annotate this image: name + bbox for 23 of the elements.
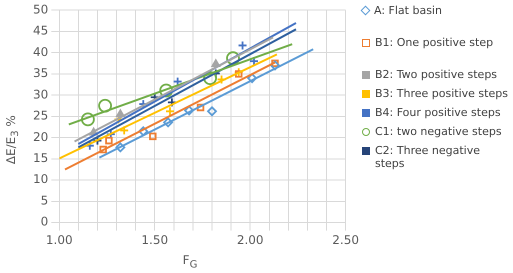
legend-label: B1: One positive step [375, 36, 494, 49]
y-tick-label: 25 [32, 108, 48, 123]
y-tick-label: 15 [32, 151, 48, 166]
y-tick-label: 0 [40, 214, 48, 229]
x-axis-title: F$_{G}$ [182, 252, 198, 270]
y-tick-label: 35 [32, 66, 48, 80]
x-tick-label: 1.50 [141, 232, 168, 247]
legend-label: A: Flat basin [374, 4, 442, 17]
y-tick-label: 10 [32, 172, 48, 186]
legend-label: B4: Four positive steps [375, 106, 501, 119]
y-tick-label: 5 [40, 193, 48, 208]
x-tick-label: 2.00 [236, 232, 264, 247]
y-tick-label: 45 [32, 24, 48, 38]
y-tick-label: 40 [32, 44, 48, 59]
y-tick-label: 50 [32, 2, 48, 16]
y-tick-label: 20 [32, 130, 48, 144]
legend-label: C2: Three negative steps [375, 144, 481, 170]
x-tick-label: 1.00 [46, 232, 73, 247]
legend-label: B2: Two positive steps [375, 68, 498, 81]
legend-label: B3: Three positive steps [375, 87, 508, 100]
y-tick-label: 30 [32, 87, 48, 102]
x-tick-label: 2.50 [332, 232, 359, 247]
legend-label: C1: two negative steps [375, 125, 502, 138]
